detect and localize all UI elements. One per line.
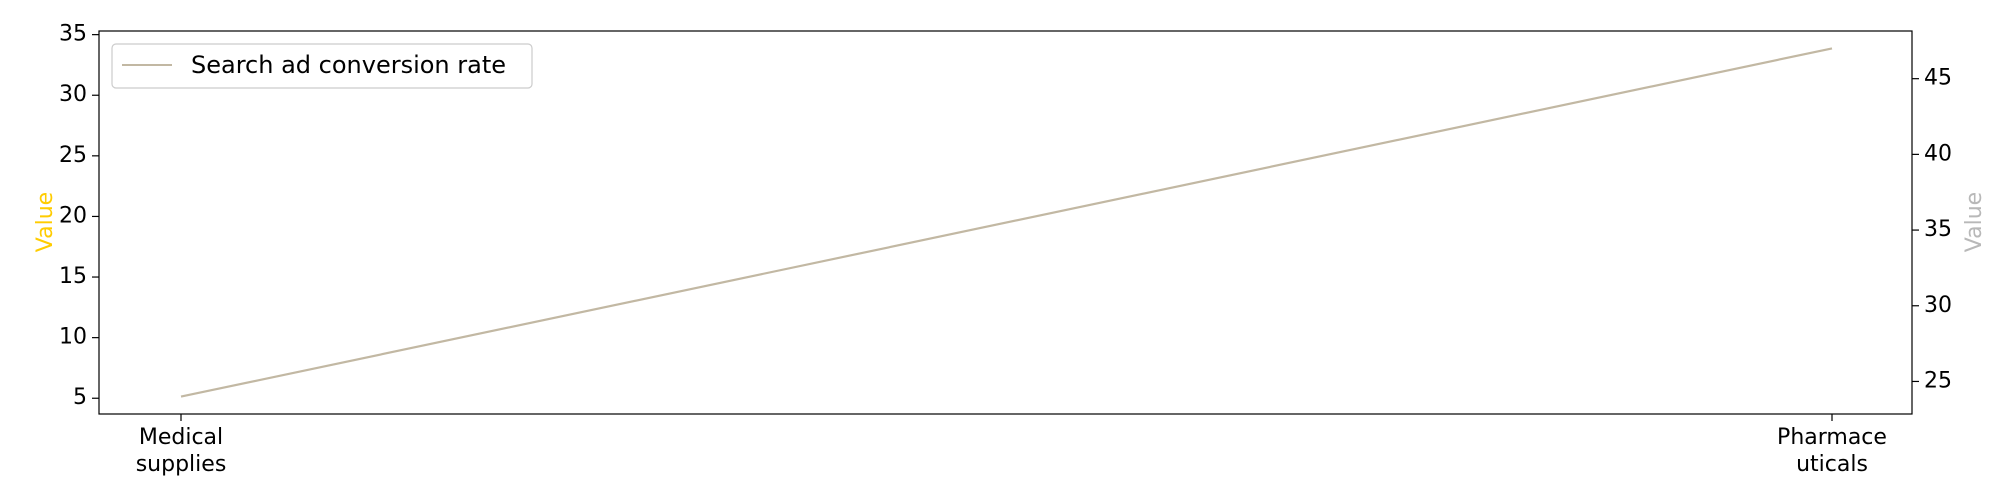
legend: Search ad conversion rate — [111, 43, 533, 89]
left-y-tick-label: 5 — [73, 385, 87, 410]
left-y-tick-label: 15 — [59, 264, 87, 289]
x-tick-label: Pharmace uticals — [1777, 425, 1887, 477]
series-line — [180, 47, 1833, 398]
right-y-tick-label: 35 — [1924, 217, 1952, 242]
legend-box — [111, 43, 533, 89]
left-y-tick-label: 20 — [59, 203, 87, 228]
legend-label: Search ad conversion rate — [191, 51, 506, 79]
left-y-axis-title: Value — [33, 192, 58, 252]
x-axis: Medical supplies Pharmace uticals — [136, 414, 1887, 477]
right-y-tick-label: 45 — [1924, 66, 1952, 91]
series-layer — [180, 47, 1833, 398]
x-tick-label: Medical supplies — [136, 425, 227, 477]
right-y-tick-label: 40 — [1924, 141, 1952, 166]
left-y-tick-label: 30 — [59, 82, 87, 107]
right-y-axis-title: Value — [1962, 192, 1987, 252]
left-y-tick-label: 35 — [59, 22, 87, 47]
left-y-axis: 5 10 15 20 25 30 35 — [59, 22, 99, 410]
right-y-tick-label: 25 — [1924, 368, 1952, 393]
right-y-axis: 25 30 35 40 45 — [1912, 66, 1952, 393]
right-y-tick-label: 30 — [1924, 293, 1952, 318]
left-y-tick-label: 25 — [59, 143, 87, 168]
left-y-tick-label: 10 — [59, 325, 87, 350]
